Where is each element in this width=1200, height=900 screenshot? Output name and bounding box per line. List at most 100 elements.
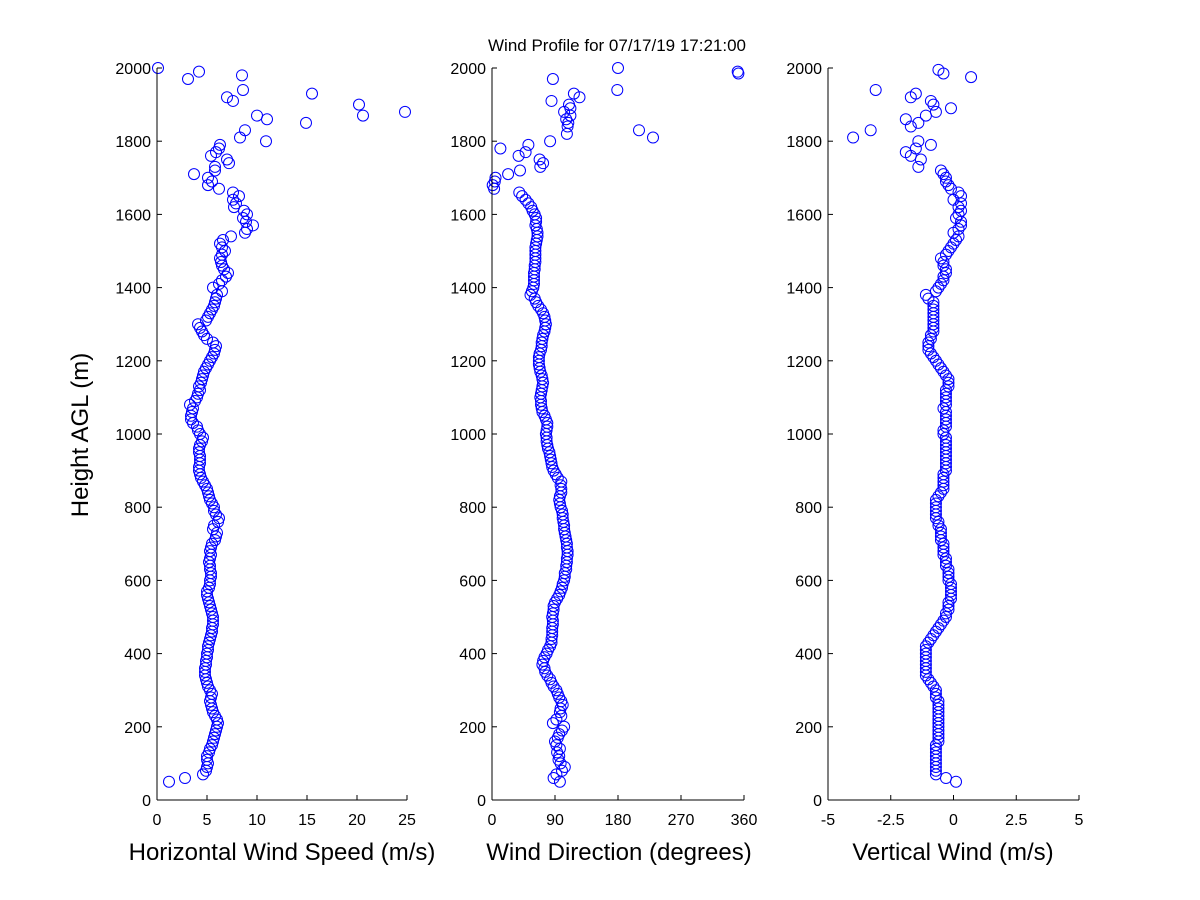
vertical-data-point <box>952 186 965 199</box>
direction-data-point <box>541 669 554 682</box>
vertical-data-point <box>942 603 955 616</box>
direction-data-point <box>539 314 552 327</box>
vertical-data-point <box>899 113 912 126</box>
direction-data-point <box>534 160 547 173</box>
vertical-data-point <box>939 607 952 620</box>
speed-data-point <box>222 266 234 279</box>
speed-data-point <box>210 146 222 159</box>
vertical-data-point <box>942 570 955 583</box>
vertical-data-point <box>869 83 882 96</box>
speed-y-tick-label: 1000 <box>115 427 151 444</box>
vertical-y-tick-label: 1400 <box>786 281 822 298</box>
direction-data-point <box>567 87 580 100</box>
vertical-y-tick-label: 600 <box>795 573 822 590</box>
speed-data-point <box>192 318 204 331</box>
vertical-x-tick-label: -2.5 <box>877 812 905 829</box>
direction-x-tick-label: 270 <box>668 812 695 829</box>
vertical-data-point <box>937 471 950 484</box>
vertical-data-point <box>927 98 940 111</box>
direction-data-point <box>563 98 575 111</box>
vertical-data-point <box>922 673 935 686</box>
vertical-data-point <box>937 545 950 558</box>
speed-data-point <box>188 168 200 181</box>
vertical-y-tick-label: 200 <box>795 720 822 737</box>
vertical-data-point <box>939 175 952 188</box>
vertical-data-point <box>944 581 957 594</box>
direction-data-point <box>512 149 525 162</box>
panel-horizontal-wind-speed: 0 200 400 600 800 1000 1200 1400 1600 1800 2000 0 5 1… <box>67 61 435 866</box>
speed-data-point <box>192 424 204 437</box>
direction-data-point <box>556 508 569 521</box>
speed-y-tick-label: 1200 <box>115 354 151 371</box>
panel-wind-direction: 0 200 400 600 800 1000 1200 1400 1600 1800 2000 0 90… <box>450 61 757 866</box>
direction-y-tick-label: 1000 <box>450 427 486 444</box>
direction-data-point <box>516 190 529 203</box>
speed-data-point <box>202 486 214 499</box>
direction-data-point <box>544 135 557 148</box>
vertical-data-point <box>932 621 945 634</box>
direction-data-point <box>535 336 548 349</box>
direction-data-point <box>525 201 538 214</box>
vertical-data-point <box>924 94 937 107</box>
vertical-data-point <box>939 772 952 785</box>
speed-data-point <box>227 186 239 199</box>
vertical-data-point <box>847 131 860 144</box>
vertical-data-point <box>939 263 952 276</box>
speed-data-points <box>152 62 411 788</box>
speed-data-point <box>197 431 209 444</box>
speed-data-point <box>221 91 233 104</box>
vertical-data-point <box>942 179 955 192</box>
vertical-data-point <box>932 358 945 371</box>
vertical-data-point <box>942 380 955 393</box>
speed-data-point <box>213 277 225 290</box>
direction-x-tick-label: 360 <box>731 812 758 829</box>
direction-data-point <box>551 592 564 605</box>
speed-y-tick-label: 800 <box>124 500 151 517</box>
vertical-data-point <box>932 698 945 711</box>
speed-data-point <box>201 753 213 766</box>
direction-data-point <box>545 94 558 107</box>
direction-y-tick-label: 800 <box>459 500 486 517</box>
speed-data-point <box>196 435 208 448</box>
speed-data-point <box>251 109 263 122</box>
speed-data-point <box>203 596 215 609</box>
vertical-data-point <box>922 343 935 356</box>
direction-data-point <box>535 303 547 316</box>
direction-y-tick-label: 1200 <box>450 354 486 371</box>
direction-data-point <box>551 471 564 484</box>
speed-x-tick-label: 20 <box>348 812 366 829</box>
direction-y-tick-label: 600 <box>459 573 486 590</box>
vertical-data-point <box>929 625 942 638</box>
speed-y-tick-label: 200 <box>124 720 151 737</box>
figure-title: Wind Profile for 07/17/19 17:21:00 <box>488 36 746 55</box>
direction-data-point <box>519 146 532 159</box>
height-y-axis-label: Height AGL (m) <box>67 353 94 518</box>
speed-data-point <box>213 182 225 195</box>
speed-data-point <box>300 116 312 129</box>
vertical-data-point <box>919 288 932 301</box>
speed-data-point <box>213 142 225 155</box>
speed-data-point <box>227 94 239 107</box>
vertical-data-point <box>955 204 968 217</box>
vertical-data-point <box>950 775 963 788</box>
direction-data-point <box>539 318 552 331</box>
vertical-data-point <box>950 234 963 247</box>
speed-data-point <box>206 537 218 550</box>
vertical-y-tick-label: 400 <box>795 647 822 664</box>
vertical-data-point <box>952 201 965 214</box>
direction-x-tick-label: 180 <box>605 812 632 829</box>
speed-data-point <box>209 728 221 741</box>
vertical-data-point <box>934 362 947 375</box>
speed-data-point <box>206 739 218 752</box>
speed-data-point <box>214 138 226 151</box>
direction-y-tick-label: 1800 <box>450 134 486 151</box>
vertical-data-point <box>942 567 955 580</box>
direction-data-point <box>536 332 549 345</box>
speed-data-point <box>209 164 221 177</box>
vertical-data-point <box>929 687 942 700</box>
speed-data-point <box>247 219 259 232</box>
vertical-data-point <box>965 71 978 84</box>
speed-data-point <box>234 131 246 144</box>
vertical-data-point <box>937 428 950 440</box>
speed-data-point <box>204 632 216 645</box>
